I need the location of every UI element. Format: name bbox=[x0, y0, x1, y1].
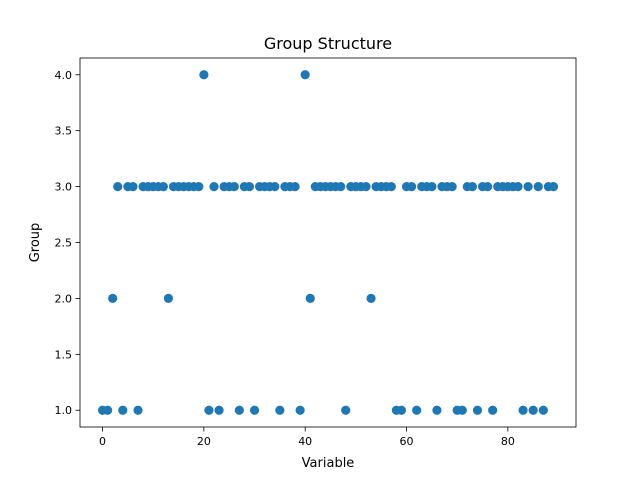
data-point bbox=[533, 181, 543, 192]
y-tick-label: 1.5 bbox=[55, 348, 73, 361]
data-point bbox=[270, 181, 280, 192]
y-tick-label: 3.5 bbox=[55, 125, 73, 138]
data-point bbox=[275, 405, 285, 415]
data-point bbox=[412, 405, 422, 415]
data-point bbox=[108, 293, 118, 304]
data-point bbox=[361, 181, 371, 192]
data-point bbox=[103, 405, 113, 415]
data-point bbox=[472, 405, 483, 415]
data-point bbox=[427, 181, 437, 192]
data-point bbox=[386, 181, 396, 192]
data-point bbox=[366, 293, 376, 304]
y-tick-label: 3.0 bbox=[55, 181, 73, 194]
y-axis-ticks: 1.0 1.5 2.0 2.5 3.0 3.5 4.0 bbox=[55, 69, 80, 417]
data-point bbox=[482, 181, 493, 192]
data-point bbox=[528, 405, 538, 415]
data-point bbox=[518, 405, 528, 415]
data-point bbox=[295, 405, 305, 415]
data-point bbox=[163, 293, 174, 304]
data-point bbox=[300, 70, 310, 80]
y-tick-label: 2.0 bbox=[55, 292, 73, 305]
data-point bbox=[447, 181, 457, 192]
data-point bbox=[396, 405, 407, 415]
data-point bbox=[548, 181, 559, 192]
data-point bbox=[118, 405, 128, 415]
x-tick-label: 20 bbox=[197, 435, 211, 448]
y-tick-label: 1.0 bbox=[55, 404, 73, 417]
data-point bbox=[194, 181, 204, 192]
data-point bbox=[214, 405, 224, 415]
x-axis-label: Variable bbox=[302, 456, 355, 471]
data-point bbox=[432, 405, 442, 415]
data-point bbox=[199, 70, 209, 80]
data-point bbox=[113, 181, 123, 192]
data-point bbox=[488, 405, 498, 415]
data-point bbox=[538, 405, 548, 415]
plot-frame bbox=[79, 57, 577, 428]
data-point bbox=[158, 181, 168, 192]
data-point bbox=[457, 405, 467, 415]
chart-title: Group Structure bbox=[264, 34, 392, 53]
x-tick-label: 40 bbox=[298, 435, 312, 448]
data-point bbox=[209, 181, 219, 192]
data-point bbox=[290, 181, 300, 192]
data-point bbox=[341, 405, 351, 415]
data-point bbox=[234, 405, 244, 415]
x-axis-ticks: 0 20 40 60 80 bbox=[99, 427, 515, 448]
data-point bbox=[407, 181, 417, 192]
data-point bbox=[229, 181, 239, 192]
x-tick-label: 0 bbox=[99, 435, 106, 448]
data-point bbox=[128, 181, 138, 192]
data-point bbox=[513, 181, 523, 192]
y-tick-label: 4.0 bbox=[55, 69, 73, 82]
data-point bbox=[467, 181, 477, 192]
data-point bbox=[305, 293, 315, 304]
x-tick-label: 80 bbox=[501, 435, 515, 448]
data-point bbox=[244, 181, 255, 192]
data-point bbox=[133, 405, 143, 415]
y-axis-label: Group bbox=[28, 223, 43, 263]
data-point bbox=[336, 181, 346, 192]
data-point bbox=[204, 405, 214, 415]
data-points bbox=[97, 70, 559, 415]
x-tick-label: 60 bbox=[400, 435, 414, 448]
y-tick-label: 2.5 bbox=[55, 237, 73, 250]
data-point bbox=[249, 405, 260, 415]
data-point bbox=[523, 181, 533, 192]
